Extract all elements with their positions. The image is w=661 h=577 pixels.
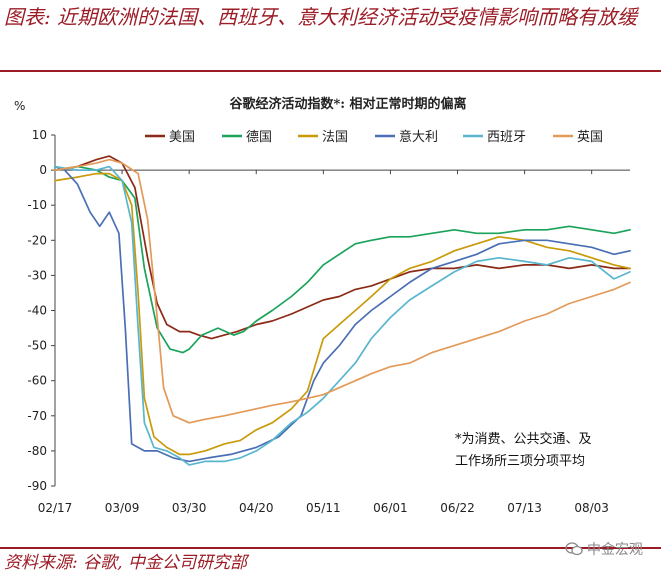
legend-label: 意大利: [399, 129, 438, 145]
legend-label: 美国: [169, 130, 195, 145]
chart-legend: 美国 德国 法国 意大利 西班牙 英国: [145, 129, 603, 145]
x-tick-label: 06/22: [440, 501, 475, 515]
x-tick-label: 03/09: [105, 501, 140, 515]
page-title: 图表: 近期欧洲的法国、西班牙、意大利经济活动受疫情影响而略有放缓: [4, 5, 638, 29]
legend-label: 法国: [322, 130, 348, 145]
annotation-line-2: 工作场所三项分项平均: [455, 454, 585, 469]
y-tick-label: -50: [27, 339, 47, 353]
line-chart: 谷歌经济活动指数*: 相对正常时期的偏离 % 10 0 -10 -20 -30 -40 -5…: [14, 96, 631, 515]
series-line-德国: [54, 165, 631, 354]
y-tick-label: 10: [32, 128, 47, 142]
y-tick-label: -30: [27, 268, 47, 282]
watermark: 中金宏观: [565, 539, 643, 559]
series-line-法国: [54, 172, 631, 456]
x-tick-label: 08/03: [574, 501, 609, 515]
series-layer: [54, 155, 631, 466]
series-line-西班牙: [54, 165, 631, 466]
y-tick-label: -20: [27, 233, 47, 247]
legend-label: 英国: [577, 130, 603, 145]
y-tick-label: 0: [39, 163, 47, 177]
series-line-英国: [54, 158, 631, 424]
x-tick-label: 05/11: [306, 501, 341, 515]
chat-bubble-icon: [565, 542, 583, 556]
watermark-text: 中金宏观: [587, 542, 643, 558]
y-tick-label: -60: [27, 374, 47, 388]
source-note: 资料来源: 谷歌, 中金公司研究部: [4, 553, 247, 573]
x-tick-label: 06/01: [373, 501, 408, 515]
x-tick-label: 04/20: [239, 501, 274, 515]
chart-title: 谷歌经济活动指数*: 相对正常时期的偏离: [229, 96, 466, 112]
chart-annotation: *为消费、公共交通、及 工作场所三项分项平均: [455, 431, 592, 469]
chart-axes: 10 0 -10 -20 -30 -40 -50 -60 -70 -80 -90 02/17 03/09…: [27, 128, 630, 515]
y-tick-label: -10: [27, 198, 47, 212]
legend-label: 德国: [246, 130, 272, 145]
x-tick-label: 07/13: [507, 501, 542, 515]
y-tick-label: -80: [27, 444, 47, 458]
y-tick-label: -90: [27, 479, 47, 493]
y-axis-label: %: [14, 99, 25, 113]
footer-divider: [0, 547, 661, 549]
annotation-line-1: *为消费、公共交通、及: [455, 431, 592, 447]
y-tick-label: -40: [27, 304, 47, 318]
series-line-意大利: [54, 165, 631, 463]
x-tick-label: 03/30: [172, 501, 207, 515]
y-tick-label: -70: [27, 409, 47, 423]
series-line-美国: [54, 155, 631, 340]
header-divider: [0, 70, 661, 72]
legend-label: 西班牙: [487, 130, 526, 145]
x-tick-label: 02/17: [38, 501, 73, 515]
